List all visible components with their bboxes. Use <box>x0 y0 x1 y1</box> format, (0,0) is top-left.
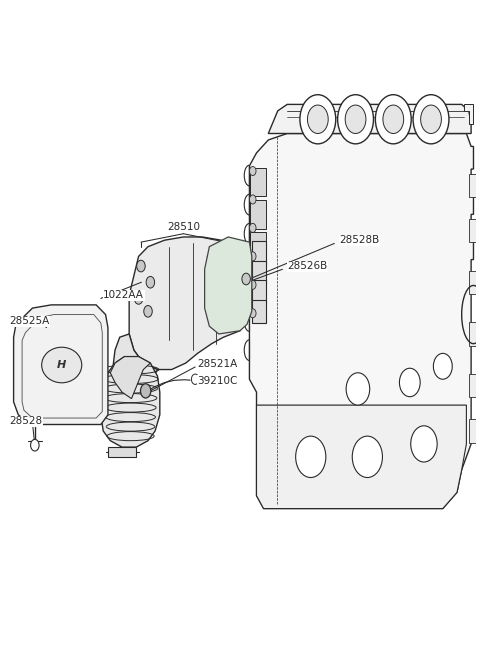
Polygon shape <box>251 265 266 293</box>
Polygon shape <box>256 405 467 508</box>
Circle shape <box>134 293 143 304</box>
Text: 1022AA: 1022AA <box>103 290 144 300</box>
Circle shape <box>433 353 452 379</box>
Polygon shape <box>252 261 266 284</box>
Polygon shape <box>469 271 476 294</box>
Circle shape <box>346 373 370 405</box>
Circle shape <box>411 426 437 462</box>
Polygon shape <box>204 237 252 334</box>
Polygon shape <box>250 134 473 508</box>
Circle shape <box>242 273 251 285</box>
Text: 28528B: 28528B <box>339 235 379 245</box>
Circle shape <box>352 436 383 477</box>
Circle shape <box>250 252 256 261</box>
Circle shape <box>296 436 326 477</box>
Text: 28510: 28510 <box>167 222 200 233</box>
Circle shape <box>420 105 442 134</box>
Circle shape <box>141 384 151 398</box>
Text: 28521A: 28521A <box>198 360 238 369</box>
Circle shape <box>250 309 256 318</box>
Circle shape <box>337 95 373 144</box>
Circle shape <box>250 195 256 204</box>
Polygon shape <box>252 300 266 323</box>
Circle shape <box>250 166 256 176</box>
Circle shape <box>308 105 328 134</box>
Polygon shape <box>13 305 108 424</box>
Circle shape <box>250 223 256 233</box>
Polygon shape <box>268 104 471 134</box>
Polygon shape <box>469 174 476 197</box>
Polygon shape <box>469 219 476 242</box>
Circle shape <box>137 260 145 272</box>
Polygon shape <box>469 322 476 346</box>
Polygon shape <box>252 242 266 265</box>
Polygon shape <box>101 356 160 447</box>
Text: 28526B: 28526B <box>287 261 327 271</box>
Polygon shape <box>110 356 150 399</box>
Circle shape <box>399 368 420 397</box>
Polygon shape <box>108 383 153 411</box>
Circle shape <box>250 280 256 290</box>
Circle shape <box>345 105 366 134</box>
Text: 28525A: 28525A <box>9 316 49 326</box>
Circle shape <box>146 276 155 288</box>
Polygon shape <box>464 104 473 124</box>
Circle shape <box>300 95 336 144</box>
Polygon shape <box>469 374 476 398</box>
Text: H: H <box>57 360 66 370</box>
Polygon shape <box>252 280 266 303</box>
Circle shape <box>375 95 411 144</box>
Polygon shape <box>251 233 266 261</box>
Text: 28528: 28528 <box>9 417 42 426</box>
Polygon shape <box>251 168 266 196</box>
Circle shape <box>31 440 39 451</box>
Polygon shape <box>108 447 136 457</box>
Polygon shape <box>129 237 252 369</box>
Circle shape <box>144 305 152 317</box>
Text: 39210C: 39210C <box>198 375 238 386</box>
Polygon shape <box>113 334 157 399</box>
Circle shape <box>383 105 404 134</box>
Ellipse shape <box>42 347 82 383</box>
Polygon shape <box>251 200 266 229</box>
Polygon shape <box>469 419 476 443</box>
Circle shape <box>192 374 199 384</box>
Circle shape <box>413 95 449 144</box>
